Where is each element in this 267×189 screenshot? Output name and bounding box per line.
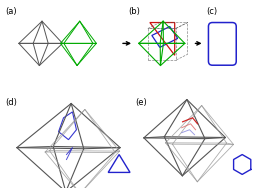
Text: (d): (d) [5, 98, 17, 107]
Text: (e): (e) [135, 98, 147, 107]
FancyBboxPatch shape [209, 22, 236, 65]
Text: (a): (a) [5, 7, 17, 16]
Text: (b): (b) [128, 7, 140, 16]
Text: (c): (c) [206, 7, 218, 16]
